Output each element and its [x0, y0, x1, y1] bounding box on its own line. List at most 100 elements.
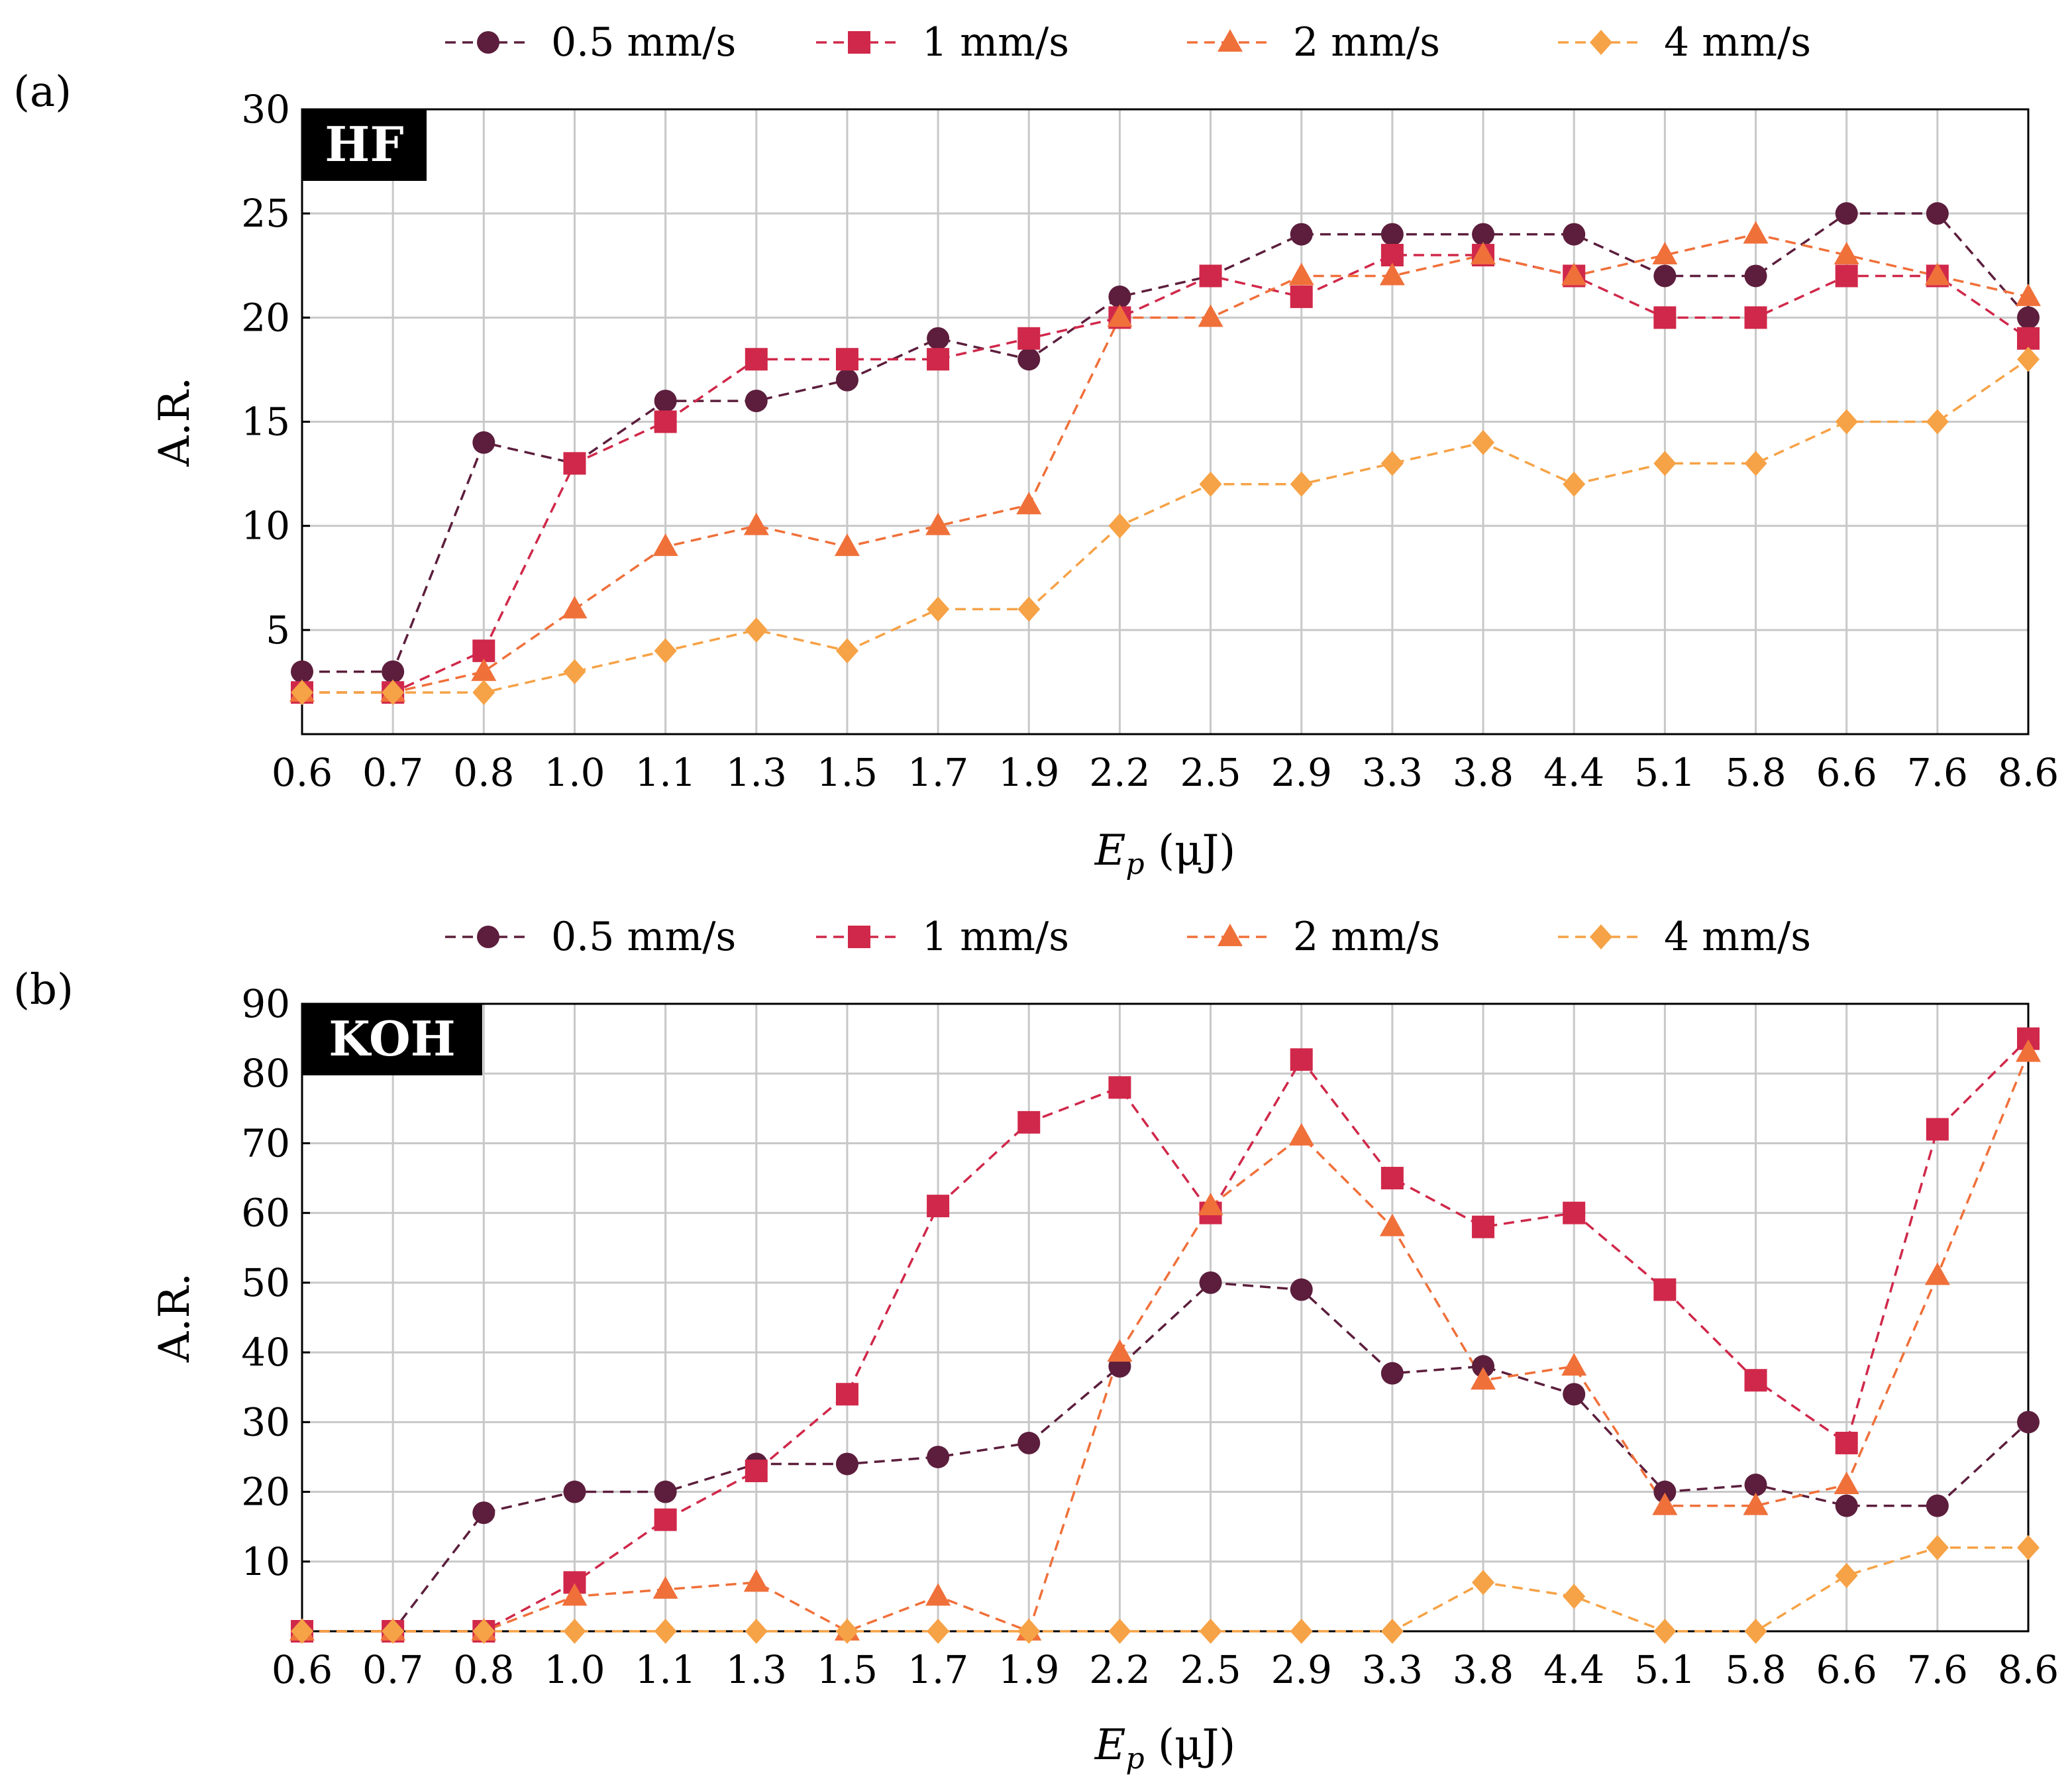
data-point	[1017, 596, 1041, 622]
tag-box	[302, 1004, 482, 1075]
data-point	[1561, 262, 1587, 286]
legend-marker	[1217, 29, 1243, 52]
data-point	[745, 1619, 768, 1644]
data-point	[745, 348, 768, 371]
series-line-1-mm-s	[302, 1038, 2030, 1633]
data-point	[1471, 242, 1496, 265]
data-point	[1199, 1271, 1222, 1294]
data-point	[1290, 471, 1313, 497]
data-point	[472, 680, 495, 706]
data-point	[291, 660, 313, 683]
x-tick-label: 3.3	[1362, 1647, 1423, 1692]
data-point	[1017, 1619, 1041, 1644]
data-point	[1198, 304, 1223, 327]
x-tick-label: 0.7	[362, 1647, 423, 1692]
data-point	[1107, 304, 1133, 327]
series-group	[289, 1027, 2041, 1644]
x-tick-label: 1.0	[544, 1647, 605, 1692]
legend-marker	[477, 926, 499, 948]
grid	[301, 108, 2030, 734]
data-point	[1108, 285, 1131, 308]
x-tick-label: 1.1	[635, 1647, 696, 1692]
data-point	[835, 638, 858, 664]
data-point	[2016, 1039, 2041, 1062]
data-point	[291, 1619, 313, 1644]
y-tick-label: 10	[241, 504, 290, 549]
data-point	[1017, 1431, 1041, 1454]
data-point	[1743, 1492, 1769, 1515]
x-tick-label: 7.6	[1907, 750, 1968, 795]
legend-marker	[1590, 30, 1612, 55]
x-tick-label: 1.7	[907, 750, 968, 795]
data-point	[925, 512, 951, 535]
data-point	[927, 348, 950, 371]
data-point	[1472, 429, 1495, 455]
data-point	[1924, 1262, 1950, 1285]
data-point	[743, 512, 769, 535]
y-axis-label: A.R.	[150, 1273, 199, 1363]
data-point	[745, 617, 768, 643]
legend-label: 2 mm/s	[1293, 914, 1440, 960]
data-point	[1834, 1472, 1859, 1495]
data-point	[1926, 1118, 1949, 1141]
x-tick-label: 0.6	[272, 1647, 333, 1692]
data-point	[1744, 264, 1767, 288]
data-point	[1835, 409, 1858, 435]
data-point	[1744, 306, 1767, 329]
data-point	[1290, 1048, 1313, 1071]
data-point	[1926, 1535, 1949, 1560]
x-tick-label: 7.6	[1907, 1647, 1968, 1692]
data-point	[1653, 1278, 1677, 1301]
x-tick-label: 5.1	[1634, 1647, 1695, 1692]
x-tick-label: 4.4	[1543, 750, 1604, 795]
data-point	[1380, 1362, 1404, 1385]
y-tick-label: 70	[241, 1120, 290, 1165]
x-tick-label: 0.6	[272, 750, 333, 795]
data-point	[1926, 1494, 1949, 1517]
series-line-0-5-mm-s	[302, 212, 2030, 673]
data-point	[1290, 1278, 1313, 1301]
x-tick-label: 1.3	[726, 1647, 787, 1692]
data-point	[654, 1508, 677, 1531]
data-point	[1199, 1619, 1222, 1644]
panel-label: (a)	[13, 68, 72, 117]
legend-marker	[848, 31, 870, 54]
series-line-2-mm-s	[302, 1052, 2030, 1633]
x-tick-label: 1.7	[907, 1647, 968, 1692]
legend-marker	[848, 926, 870, 948]
data-point	[1926, 409, 1949, 435]
data-point	[1563, 1383, 1586, 1406]
x-tick-label: 2.5	[1180, 1647, 1241, 1692]
data-point	[1290, 285, 1313, 308]
x-tick-label: 2.9	[1271, 1647, 1332, 1692]
x-tick-label: 6.6	[1816, 750, 1877, 795]
data-point	[1107, 1339, 1133, 1362]
x-tick-label: 5.8	[1725, 1647, 1786, 1692]
y-tick-label: 10	[241, 1539, 290, 1584]
x-tick-label: 4.4	[1543, 1647, 1604, 1692]
y-tick-label: 5	[266, 608, 290, 653]
x-tick-label: 3.3	[1362, 750, 1423, 795]
data-point	[1288, 1122, 1314, 1146]
tag-box	[302, 109, 427, 181]
data-point	[2016, 283, 2041, 306]
data-point	[1472, 223, 1495, 246]
data-point	[1834, 242, 1859, 265]
data-point	[1653, 306, 1677, 329]
data-point	[925, 1583, 951, 1606]
y-tick-label: 15	[241, 400, 290, 445]
data-point	[745, 390, 768, 413]
x-tick-label: 8.6	[1998, 1647, 2059, 1692]
series-line-4-mm-s	[302, 1546, 2028, 1633]
data-point	[835, 348, 858, 371]
data-point	[927, 1195, 950, 1218]
data-point	[563, 1480, 586, 1503]
data-point	[1108, 513, 1131, 539]
x-tick-label: 1.9	[998, 750, 1059, 795]
data-point	[1380, 1167, 1404, 1190]
data-point	[2017, 306, 2040, 329]
data-point	[1653, 1619, 1677, 1644]
x-tick-label: 1.9	[998, 1647, 1059, 1692]
y-tick-label: 40	[241, 1330, 290, 1375]
data-point	[1472, 1570, 1495, 1595]
